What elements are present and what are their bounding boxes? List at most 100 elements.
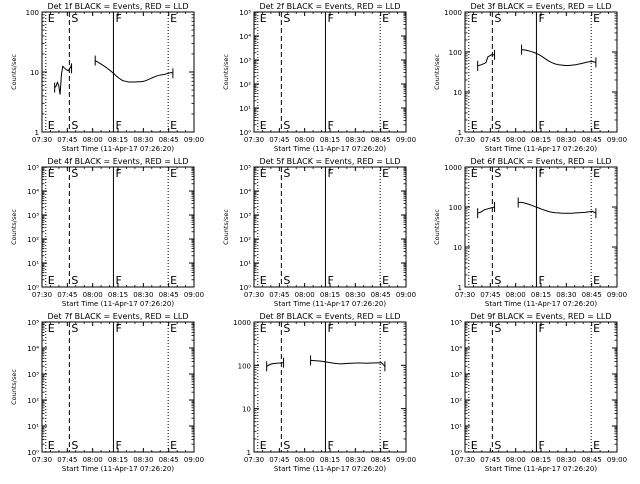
x-tick-label: 08:00 (506, 291, 526, 299)
marker-label-top-S: S (71, 322, 78, 335)
x-tick-label: 08:15 (108, 136, 128, 144)
marker-label-bottom-F: F (327, 274, 333, 287)
panel-title: Det 1f BLACK = Events, RED = LLD (47, 2, 188, 11)
marker-label-top-E: E (382, 12, 389, 25)
marker-label-bottom-F: F (115, 439, 121, 452)
plot-frame (253, 11, 407, 133)
y-tick-label: 100 (449, 204, 462, 212)
x-tick-label: 09:00 (607, 136, 627, 144)
y-tick-label: 10⁰ (239, 284, 251, 292)
panel-det-8: Det 8f BLACK = Events, RED = LLD 1 10 100 10… (233, 312, 416, 473)
marker-label-top-S: S (494, 322, 501, 335)
y-tick-label: 1 (458, 129, 462, 137)
marker-label-top-E: E (382, 167, 389, 180)
y-tick-label: 10 (453, 244, 462, 252)
x-tick-label: 08:15 (320, 291, 340, 299)
panel-det-6: Det 6f BLACK = Events, RED = LLD 1 10 100 10… (433, 157, 627, 308)
marker-label-bottom-E: E (260, 439, 267, 452)
x-tick-label: 09:00 (607, 456, 627, 464)
x-tick-label: 08:45 (371, 136, 391, 144)
x-tick-label: 07:45 (480, 291, 500, 299)
y-tick-label: 10² (239, 81, 251, 89)
y-tick-label: 10¹ (239, 260, 251, 268)
x-tick-label: 08:45 (582, 456, 602, 464)
x-tick-label: 08:30 (133, 456, 153, 464)
y-tick-label: 10² (239, 236, 251, 244)
series-line-1 (266, 362, 284, 367)
y-tick-label: 10⁴ (27, 345, 39, 353)
marker-label-top-E: E (593, 167, 600, 180)
plot-frame (41, 166, 195, 288)
y-tick-label: 10³ (239, 212, 251, 220)
marker-label-bottom-E: E (593, 439, 600, 452)
marker-label-top-F: F (327, 167, 333, 180)
series-line-2 (94, 60, 174, 83)
x-tick-label: 08:15 (108, 456, 128, 464)
marker-label-bottom-E: E (48, 119, 55, 132)
y-tick-label: 10³ (239, 57, 251, 65)
marker-label-top-E: E (382, 322, 389, 335)
marker-label-bottom-F: F (327, 119, 333, 132)
series-line-1 (477, 54, 495, 67)
y-tick-label: 10⁵ (450, 319, 462, 327)
y-tick-label: 10¹ (239, 105, 251, 113)
y-axis-label: Counts/sec (433, 209, 441, 245)
marker-label-top-F: F (327, 322, 333, 335)
x-tick-label: 07:30 (32, 456, 52, 464)
marker-label-top-F: F (538, 322, 544, 335)
marker-label-bottom-E: E (471, 274, 478, 287)
marker-label-bottom-E: E (593, 119, 600, 132)
x-tick-label: 08:00 (506, 136, 526, 144)
y-tick-label: 10 (453, 89, 462, 97)
x-axis-label: Start Time (11-Apr-17 07:26:20) (62, 300, 174, 308)
marker-label-bottom-E: E (471, 439, 478, 452)
panel-title: Det 4f BLACK = Events, RED = LLD (47, 157, 188, 166)
marker-label-top-E: E (471, 322, 478, 335)
y-tick-label: 100 (449, 49, 462, 57)
plot-frame (253, 321, 407, 453)
marker-label-bottom-E: E (48, 439, 55, 452)
marker-label-top-E: E (260, 322, 267, 335)
x-tick-label: 08:45 (582, 291, 602, 299)
x-tick-label: 07:30 (455, 136, 475, 144)
y-tick-label: 10¹ (27, 423, 39, 431)
x-tick-label: 07:45 (480, 456, 500, 464)
x-axis-label: Start Time (11-Apr-17 07:26:20) (485, 300, 597, 308)
x-tick-label: 08:30 (556, 456, 576, 464)
series-line-2 (518, 201, 597, 214)
x-tick-label: 08:00 (295, 136, 315, 144)
y-axis-label: Counts/sec (222, 54, 230, 90)
x-tick-label: 08:45 (159, 136, 179, 144)
x-tick-label: 08:30 (556, 291, 576, 299)
series-line-2 (310, 359, 386, 367)
plot-frame (464, 11, 618, 133)
y-tick-label: 10⁵ (239, 164, 251, 172)
marker-label-top-E: E (170, 322, 177, 335)
x-tick-label: 08:15 (531, 136, 551, 144)
panel-title: Det 9f BLACK = Events, RED = LLD (470, 312, 611, 321)
marker-label-bottom-S: S (71, 439, 78, 452)
marker-label-bottom-S: S (494, 119, 501, 132)
marker-label-bottom-E: E (170, 274, 177, 287)
x-tick-label: 09:00 (607, 291, 627, 299)
x-tick-label: 08:45 (159, 291, 179, 299)
marker-label-top-F: F (115, 12, 121, 25)
y-tick-label: 10¹ (450, 423, 462, 431)
y-axis-label: Counts/sec (433, 54, 441, 90)
series-line-2 (521, 49, 597, 66)
marker-label-bottom-E: E (260, 274, 267, 287)
x-tick-label: 08:00 (506, 456, 526, 464)
marker-label-bottom-E: E (382, 119, 389, 132)
marker-label-bottom-E: E (170, 119, 177, 132)
marker-label-bottom-S: S (494, 274, 501, 287)
x-tick-label: 08:45 (371, 456, 391, 464)
marker-label-top-E: E (170, 12, 177, 25)
y-tick-label: 1000 (444, 9, 462, 17)
marker-label-bottom-E: E (48, 274, 55, 287)
marker-label-bottom-S: S (283, 439, 290, 452)
x-tick-label: 08:30 (345, 136, 365, 144)
plot-frame (41, 321, 195, 453)
y-tick-label: 10⁴ (239, 188, 251, 196)
x-tick-label: 08:15 (320, 456, 340, 464)
